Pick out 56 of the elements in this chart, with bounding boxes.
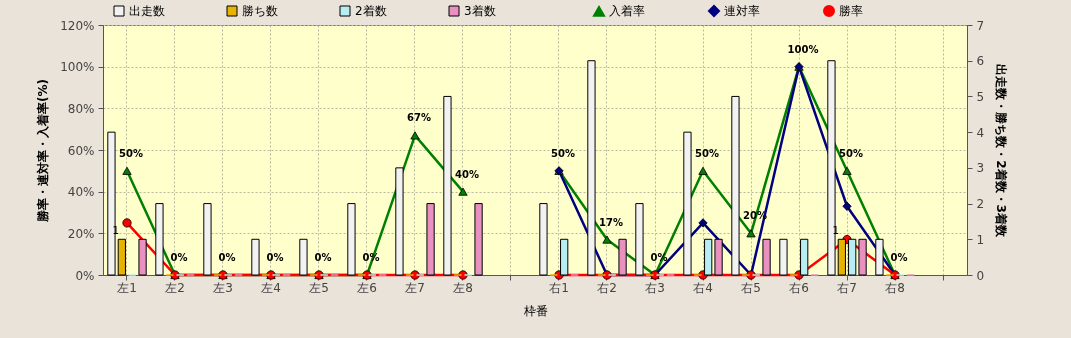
y-tick-label: 0% — [75, 268, 95, 283]
x-tick-label: 左5 — [309, 280, 329, 295]
legend-label: 2着数 — [355, 4, 387, 18]
x-tick-label: 右7 — [837, 280, 857, 295]
y2-axis-title: 出走数・勝ち数・2着数・3着数 — [994, 64, 1009, 238]
y2-tick-label: 1 — [976, 232, 985, 247]
data-label: 50% — [695, 147, 719, 159]
legend-label: 勝率 — [839, 4, 863, 18]
data-label: 100% — [787, 43, 819, 55]
y-axis-title: 勝率・連対率・入着率(%) — [36, 79, 51, 223]
legend-label: 連対率 — [724, 4, 760, 18]
data-label: 0% — [218, 252, 236, 263]
data-label: 0% — [170, 252, 188, 263]
data-label: 0% — [266, 252, 284, 263]
x-tick-label: 左4 — [261, 280, 281, 295]
x-tick-label: 左8 — [453, 280, 473, 295]
data-label: 1 — [832, 224, 840, 238]
x-tick-label: 右5 — [741, 280, 761, 295]
x-tick-label: 右8 — [885, 280, 905, 295]
legend-label: 3着数 — [464, 4, 496, 18]
y-tick-label: 20% — [67, 226, 95, 241]
y2-tick-label: 4 — [976, 125, 985, 140]
x-tick-label: 左1 — [117, 280, 137, 295]
legend-label: 出走数 — [129, 4, 165, 18]
y2-tick-label: 7 — [976, 18, 985, 33]
data-label: 1 — [112, 224, 120, 238]
y-tick-label: 120% — [60, 18, 95, 33]
x-tick-label: 左3 — [213, 280, 233, 295]
x-tick-label: 右2 — [597, 280, 617, 295]
y-tick-label: 60% — [67, 143, 95, 158]
y2-tick-label: 2 — [976, 197, 985, 212]
y-tick-label: 40% — [67, 185, 95, 200]
y2-tick-label: 6 — [976, 54, 985, 69]
y2-tick-label: 5 — [976, 89, 985, 104]
y2-tick-label: 3 — [976, 161, 985, 176]
x-tick-label: 右1 — [549, 280, 569, 295]
data-label: 40% — [455, 168, 479, 180]
x-tick-label: 右3 — [645, 280, 665, 295]
data-label: 0% — [314, 252, 332, 263]
data-label: 50% — [839, 147, 863, 159]
legend-label: 勝ち数 — [242, 4, 278, 18]
y-tick-label: 80% — [67, 101, 95, 116]
legend-label: 入着率 — [609, 4, 645, 19]
x-tick-label: 左2 — [165, 280, 185, 295]
x-tick-label: 左7 — [405, 280, 425, 295]
y-tick-label: 100% — [60, 60, 95, 75]
data-label: 0% — [890, 252, 908, 263]
data-label: 17% — [599, 216, 623, 228]
data-label: 50% — [119, 147, 143, 159]
x-tick-label: 左6 — [357, 280, 377, 295]
y2-tick-label: 0 — [976, 268, 985, 283]
data-label: 67% — [407, 112, 431, 124]
x-tick-label: 右4 — [693, 280, 713, 295]
data-label: 50% — [551, 147, 575, 159]
x-axis-title: 枠番 — [522, 303, 548, 318]
x-tick-label: 右6 — [789, 280, 809, 295]
